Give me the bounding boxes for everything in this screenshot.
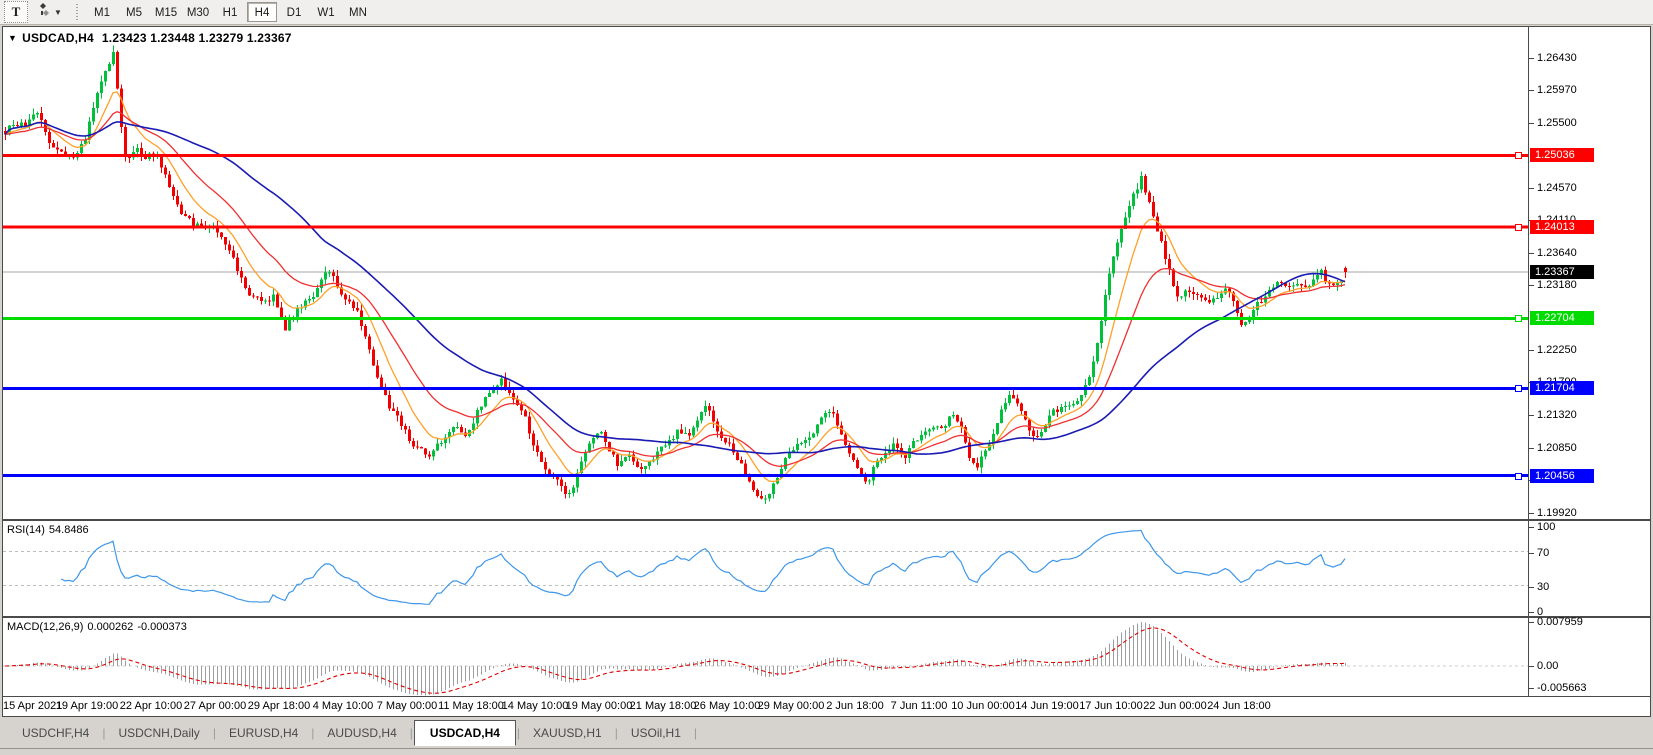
tab-usdcad-h4[interactable]: USDCAD,H4	[413, 720, 516, 746]
macd-panel[interactable]	[2, 617, 1651, 697]
level-drag-marker[interactable]	[1515, 152, 1522, 160]
tab-separator: |	[102, 726, 106, 740]
time-axis-label: 21 May 18:00	[629, 700, 697, 712]
time-axis-label: 4 May 10:00	[312, 700, 374, 712]
price-tick-label: 1.23180	[1529, 279, 1577, 292]
time-axis-label: 14 Jun 19:00	[1015, 700, 1079, 712]
timeframe-mn[interactable]: MN	[349, 7, 367, 19]
arrows-tool-button[interactable]: ▼	[31, 1, 67, 23]
timeframe-m5[interactable]: M5	[126, 7, 142, 19]
level-price-badge: 1.22704	[1530, 311, 1594, 326]
level-drag-marker[interactable]	[1515, 472, 1522, 480]
price-tick-label: 1.19920	[1529, 507, 1577, 520]
chart-tab-bar: USDCHF,H4 | USDCNH,Daily | EURUSD,H4 | AUDUSD,…	[0, 718, 1653, 749]
rsi-name: RSI(14)	[7, 524, 45, 536]
price-tick-label: 1.25500	[1529, 116, 1577, 129]
level-drag-marker[interactable]	[1515, 315, 1522, 323]
time-axis-label: 14 May 10:00	[501, 700, 569, 712]
level-price-badge: 1.20456	[1530, 468, 1594, 483]
chart-title: ▼ USDCAD,H4 1.23423 1.23448 1.23279 1.23…	[8, 31, 292, 45]
macd-scale-label: 0.007959	[1529, 616, 1583, 629]
price-tick-label: 1.23640	[1529, 246, 1577, 259]
top-toolbar: T ▼ M1 M5 M15 M30 H1 H4 D1 W1 MN	[0, 0, 1653, 25]
chart-title-symbol: USDCAD,H4	[22, 31, 94, 45]
price-axis-separator	[1528, 27, 1529, 696]
timeframe-m15[interactable]: M15	[154, 7, 178, 19]
level-price-badge: 1.21704	[1530, 381, 1594, 396]
macd-signal-value: -0.000373	[137, 621, 187, 633]
tab-usoil-h1[interactable]: USOil,H1	[630, 726, 681, 740]
rsi-value: 54.8486	[48, 524, 89, 536]
price-tick-label: 1.24570	[1529, 181, 1577, 194]
toolbar-grip	[76, 4, 78, 20]
time-axis-label: 7 Jun 11:00	[890, 700, 948, 712]
time-axis-label: 17 Jun 10:00	[1079, 700, 1143, 712]
timeframe-buttons: M1 M5 M15 M30 H1 H4 D1 W1 MN	[86, 2, 374, 22]
time-axis-label: 24 Jun 18:00	[1207, 700, 1271, 712]
macd-name: MACD(12,26,9)	[7, 621, 84, 633]
timeframe-w1[interactable]: W1	[317, 7, 335, 19]
time-axis-label: 22 Apr 10:00	[119, 700, 183, 712]
tab-separator: |	[409, 726, 413, 740]
time-axis-label: 29 Apr 18:00	[247, 700, 311, 712]
price-tick-label: 1.21320	[1529, 409, 1577, 422]
price-chart-panel[interactable]	[2, 26, 1651, 520]
time-axis-label: 7 May 00:00	[376, 700, 438, 712]
time-axis-label: 29 May 00:00	[757, 700, 825, 712]
chart-title-quotes: 1.23423 1.23448 1.23279 1.23367	[101, 31, 292, 45]
time-axis-label: 27 Apr 00:00	[183, 700, 247, 712]
macd-main-value: 0.000262	[87, 621, 134, 633]
time-axis-label: 15 Apr 2021	[3, 700, 63, 712]
status-bar	[0, 749, 1653, 755]
tab-usdchf-h4[interactable]: USDCHF,H4	[22, 726, 90, 740]
tab-separator: |	[516, 726, 521, 740]
tab-usdcnh-daily[interactable]: USDCNH,Daily	[118, 726, 200, 740]
timeframe-m1[interactable]: M1	[94, 7, 110, 19]
time-axis-label: 10 Jun 00:00	[951, 700, 1015, 712]
tab-separator: |	[212, 726, 216, 740]
rsi-panel[interactable]	[2, 520, 1651, 617]
rsi-scale-label: 30	[1528, 580, 1550, 593]
time-axis-label: 19 Apr 19:00	[55, 700, 119, 712]
macd-indicator-label: MACD(12,26,9) 0.000262 -0.000373	[7, 621, 191, 633]
current-price-badge: 1.23367	[1530, 265, 1594, 279]
rsi-scale-label: 70	[1528, 546, 1550, 559]
tab-separator: |	[693, 726, 697, 740]
time-axis-label: 19 May 00:00	[565, 700, 633, 712]
price-tick-label: 1.22250	[1529, 344, 1577, 357]
rsi-scale-label: 100	[1528, 521, 1556, 533]
symbol-dropdown-icon[interactable]: ▼	[8, 33, 18, 43]
timeframe-h4[interactable]: H4	[247, 2, 277, 22]
macd-scale-label: -0.005663	[1529, 682, 1587, 694]
rsi-scale-label: 0	[1528, 606, 1544, 618]
level-price-badge: 1.24013	[1530, 219, 1594, 234]
timeframe-h1[interactable]: H1	[222, 7, 238, 19]
level-drag-marker[interactable]	[1515, 385, 1522, 393]
tab-xauusd-h1[interactable]: XAUUSD,H1	[533, 726, 602, 740]
tab-separator: |	[311, 726, 315, 740]
price-tick-label: 1.26430	[1529, 51, 1577, 64]
rsi-indicator-label: RSI(14) 54.8486	[7, 524, 93, 536]
price-tick-label: 1.20850	[1529, 442, 1577, 454]
price-tick-label: 1.25970	[1529, 83, 1577, 96]
tab-eurusd-h4[interactable]: EURUSD,H4	[228, 726, 299, 740]
time-axis[interactable]	[2, 697, 1651, 717]
arrows-tool-icon	[36, 2, 51, 22]
time-axis-label: 22 Jun 00:00	[1143, 700, 1207, 712]
tab-audusd-h4[interactable]: AUDUSD,H4	[327, 726, 397, 740]
time-axis-label: 26 May 10:00	[693, 700, 761, 712]
macd-scale-label: 0.00	[1528, 660, 1559, 672]
level-price-badge: 1.25036	[1530, 148, 1594, 163]
chevron-down-icon: ▼	[54, 7, 62, 17]
time-axis-label: 11 May 18:00	[438, 700, 504, 712]
level-drag-marker[interactable]	[1515, 223, 1522, 231]
timeframe-m30[interactable]: M30	[186, 7, 210, 19]
text-tool-button[interactable]: T	[4, 1, 28, 23]
timeframe-d1[interactable]: D1	[286, 7, 302, 19]
tab-separator: |	[614, 726, 618, 740]
time-axis-label: 2 Jun 18:00	[826, 700, 884, 712]
